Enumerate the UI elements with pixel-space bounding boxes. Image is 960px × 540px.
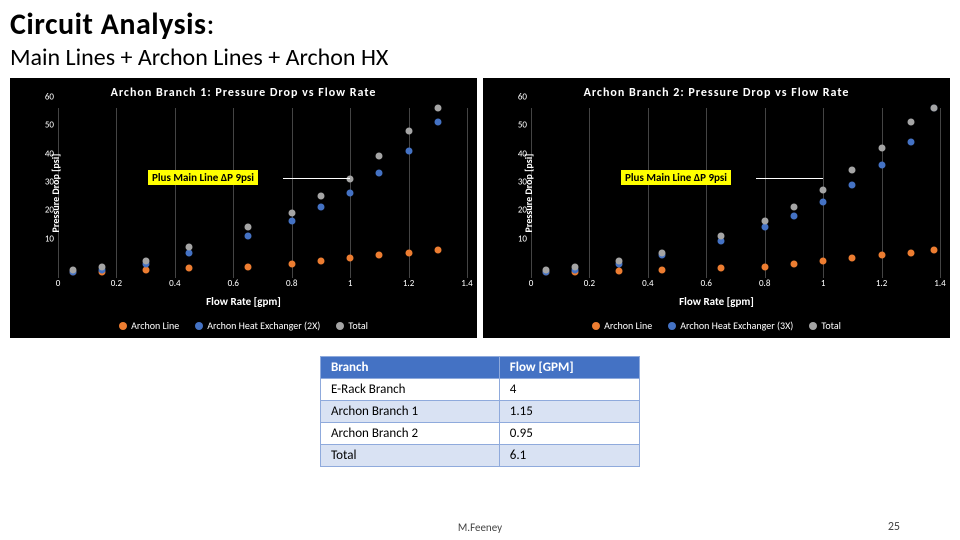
data-point <box>244 263 251 270</box>
data-point <box>790 204 797 211</box>
data-point <box>376 170 383 177</box>
data-point <box>317 192 324 199</box>
data-point <box>571 263 578 270</box>
data-point <box>659 266 666 273</box>
data-point <box>907 249 914 256</box>
data-point <box>244 224 251 231</box>
data-point <box>717 232 724 239</box>
chart-title: Archon Branch 2: Pressure Drop vs Flow R… <box>483 78 950 104</box>
data-point <box>347 255 354 262</box>
data-point <box>347 190 354 197</box>
page-subtitle: Main Lines + Archon Lines + Archon HX <box>0 43 960 78</box>
data-point <box>907 139 914 146</box>
data-point <box>69 266 76 273</box>
footer-author: M.Feeney <box>458 521 502 534</box>
data-point <box>849 255 856 262</box>
data-point <box>717 265 724 272</box>
data-point <box>405 249 412 256</box>
page-title: Circuit Analysis: <box>0 0 960 43</box>
data-point <box>931 105 938 112</box>
table-row: Total6.1 <box>321 445 640 467</box>
table-row: Archon Branch 20.95 <box>321 423 640 445</box>
flow-table: Branch Flow [GPM] E-Rack Branch4Archon B… <box>320 356 640 467</box>
data-point <box>761 263 768 270</box>
data-point <box>878 161 885 168</box>
data-point <box>186 265 193 272</box>
data-point <box>878 252 885 259</box>
data-point <box>434 105 441 112</box>
data-point <box>186 243 193 250</box>
data-point <box>542 266 549 273</box>
data-point <box>376 153 383 160</box>
data-point <box>931 246 938 253</box>
data-point <box>878 144 885 151</box>
data-point <box>288 218 295 225</box>
data-point <box>820 187 827 194</box>
annotation-label: Plus Main Line ΔP 9psi <box>148 170 258 185</box>
data-point <box>288 209 295 216</box>
data-point <box>907 119 914 126</box>
x-axis-label: Flow Rate [gpm] <box>679 295 754 308</box>
y-axis-label: Pressure Drop [psi] <box>522 154 535 233</box>
table-row: E-Rack Branch4 <box>321 379 640 401</box>
data-point <box>405 127 412 134</box>
data-point <box>98 263 105 270</box>
table-header-branch: Branch <box>321 357 500 379</box>
data-point <box>790 260 797 267</box>
data-point <box>434 246 441 253</box>
annotation-label: Plus Main Line ΔP 9psi <box>621 170 731 185</box>
data-point <box>615 267 622 274</box>
data-point <box>142 258 149 265</box>
data-point <box>659 249 666 256</box>
data-point <box>288 260 295 267</box>
chart-2: Archon Branch 2: Pressure Drop vs Flow R… <box>483 78 950 338</box>
footer-page-number: 25 <box>888 520 900 534</box>
data-point <box>434 119 441 126</box>
chart-1: Archon Branch 1: Pressure Drop vs Flow R… <box>10 78 477 338</box>
data-point <box>849 181 856 188</box>
y-axis-label: Pressure Drop [psi] <box>49 154 62 233</box>
data-point <box>317 204 324 211</box>
chart-title: Archon Branch 1: Pressure Drop vs Flow R… <box>10 78 477 104</box>
data-point <box>790 212 797 219</box>
x-axis-label: Flow Rate [gpm] <box>206 295 281 308</box>
chart-legend: Archon LineArchon Heat Exchanger (2X)Tot… <box>10 319 477 332</box>
chart-legend: Archon LineArchon Heat Exchanger (3X)Tot… <box>483 319 950 332</box>
data-point <box>405 147 412 154</box>
table-row: Archon Branch 11.15 <box>321 401 640 423</box>
data-point <box>244 232 251 239</box>
data-point <box>761 218 768 225</box>
table-header-flow: Flow [GPM] <box>499 357 639 379</box>
data-point <box>820 198 827 205</box>
data-point <box>615 258 622 265</box>
charts-row: Archon Branch 1: Pressure Drop vs Flow R… <box>0 78 960 338</box>
data-point <box>820 258 827 265</box>
data-point <box>376 252 383 259</box>
data-point <box>849 167 856 174</box>
data-point <box>317 258 324 265</box>
